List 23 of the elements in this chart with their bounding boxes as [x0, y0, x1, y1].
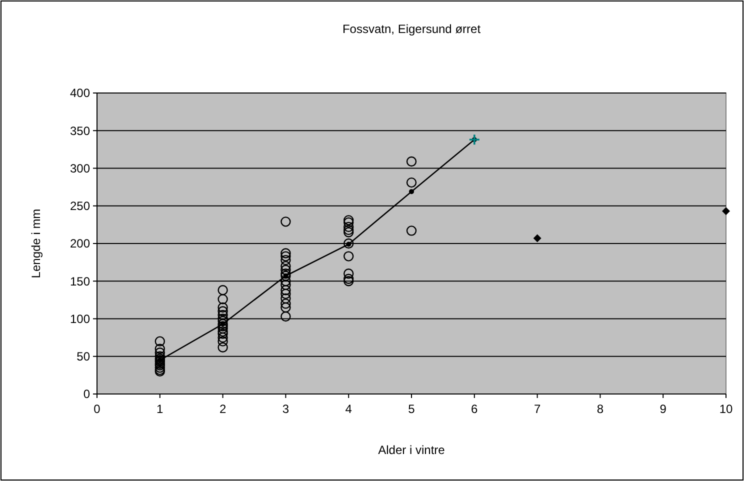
y-axis-title: Lengde i mm	[29, 208, 43, 278]
x-axis-title: Alder i vintre	[378, 443, 446, 457]
x-tick-label: 7	[534, 402, 541, 416]
chart-title: Fossvatn, Eigersund ørret	[342, 22, 482, 36]
x-tick-label: 5	[408, 402, 416, 416]
y-tick-label: 100	[70, 312, 90, 326]
x-tick-label: 6	[471, 402, 478, 416]
x-tick-label: 10	[719, 402, 733, 416]
y-tick-label: 250	[70, 199, 90, 214]
x-tick-label: 2	[219, 402, 226, 416]
y-tick-label: 0	[83, 387, 90, 402]
x-tick-label: 9	[660, 402, 667, 416]
y-tick-label: 50	[76, 350, 90, 364]
x-tick-label: 4	[345, 402, 352, 416]
y-tick-label: 200	[70, 236, 90, 251]
y-tick-label: 150	[70, 274, 90, 288]
x-tick-label: 1	[156, 402, 164, 416]
x-tick-label: 3	[282, 402, 290, 416]
x-tick-label: 0	[94, 402, 101, 416]
x-tick-label: 8	[596, 402, 604, 416]
y-tick-label: 400	[70, 86, 90, 100]
y-tick-label: 350	[70, 124, 90, 138]
y-tick-label: 300	[70, 161, 90, 176]
